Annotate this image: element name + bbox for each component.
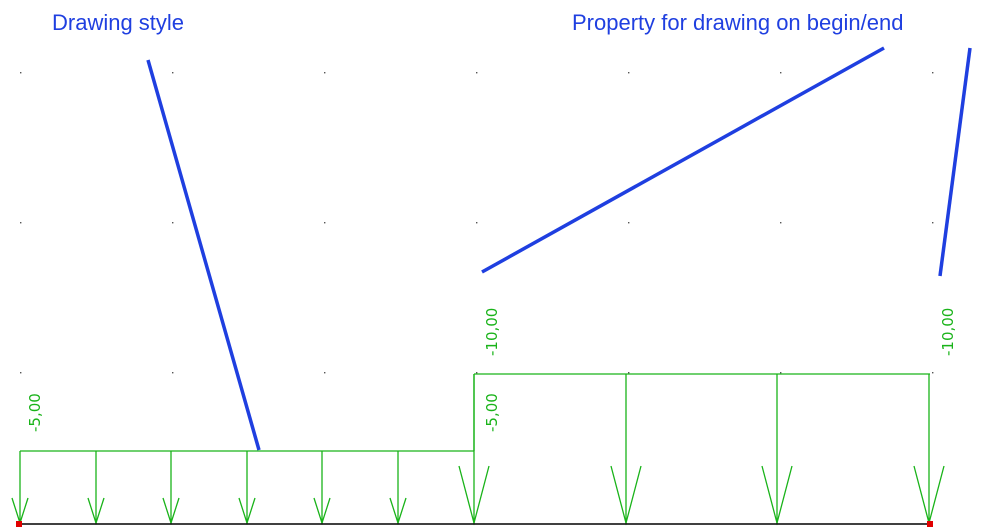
grid-dot <box>172 372 174 374</box>
load-segment-2 <box>458 373 945 526</box>
load-2-end-value: -10,00 <box>939 308 957 356</box>
grid-dot <box>780 372 782 374</box>
load-arrow <box>11 451 29 526</box>
load-1-begin-value: -5,00 <box>26 393 44 432</box>
beam-start-node <box>16 521 22 527</box>
drawing-style-leader-line <box>146 59 261 451</box>
grid-dot <box>172 222 174 224</box>
drawing-style-callout-label: Drawing style <box>52 10 184 35</box>
grid-dot <box>780 222 782 224</box>
grid-dot <box>780 72 782 74</box>
grid-dot <box>476 372 478 374</box>
load-arrow <box>238 451 256 526</box>
load-arrow <box>913 374 945 526</box>
load-2-begin-value: -5,00 <box>483 393 501 432</box>
grid-dots <box>20 72 934 374</box>
grid-dot <box>20 222 22 224</box>
load-arrow <box>761 374 793 526</box>
grid-dot <box>476 72 478 74</box>
grid-dot <box>628 72 630 74</box>
begin-end-property-callout-label: Property for drawing on begin/end <box>572 10 903 35</box>
load-segment-1 <box>11 450 474 526</box>
load-arrow <box>313 451 331 526</box>
grid-dot <box>324 372 326 374</box>
grid-dot <box>20 372 22 374</box>
grid-dot <box>324 72 326 74</box>
load-arrow <box>389 451 407 526</box>
load-2-begin-value-2: -10,00 <box>483 308 501 356</box>
grid-dot <box>20 72 22 74</box>
grid-dot <box>172 72 174 74</box>
load-arrow <box>162 451 180 526</box>
grid-dot <box>932 372 934 374</box>
beam-end-node <box>927 521 933 527</box>
load-arrow <box>458 374 490 526</box>
grid-dot <box>476 222 478 224</box>
grid-dot <box>628 372 630 374</box>
grid-dot <box>932 222 934 224</box>
load-arrow <box>610 374 642 526</box>
grid-dot <box>324 222 326 224</box>
load-arrow <box>87 451 105 526</box>
begin-end-leader-line-1 <box>481 46 885 274</box>
grid-dot <box>932 72 934 74</box>
grid-dot <box>628 222 630 224</box>
begin-end-leader-line-2 <box>938 47 972 277</box>
